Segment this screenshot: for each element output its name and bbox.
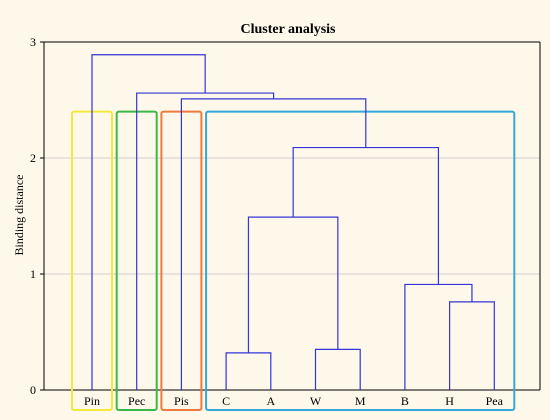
y-axis-label: Binding distance <box>12 175 26 256</box>
y-tick-label: 0 <box>30 383 36 397</box>
leaf-label: H <box>445 394 454 408</box>
leaf-label: Pea <box>486 394 504 408</box>
y-tick-label: 3 <box>30 35 36 49</box>
leaf-label: C <box>222 394 230 408</box>
y-tick-label: 1 <box>30 267 36 281</box>
leaf-label: M <box>355 394 366 408</box>
plot-area <box>44 42 540 390</box>
leaf-label: W <box>310 394 322 408</box>
grid-lines <box>44 42 540 390</box>
leaf-label: Pin <box>84 394 100 408</box>
leaf-label: Pis <box>174 394 189 408</box>
dendrogram-links <box>91 54 495 390</box>
leaf-label: B <box>401 394 409 408</box>
axes: 0 1 2 3 <box>30 35 541 397</box>
leaf-label: A <box>266 394 275 408</box>
y-tick-label: 2 <box>30 151 36 165</box>
leaf-labels: Pin Pec Pis C A W M B H Pea <box>84 394 504 408</box>
dendrogram-link <box>91 54 206 390</box>
leaf-label: Pec <box>128 394 145 408</box>
cluster-group-box <box>205 110 516 411</box>
chart-title: Cluster analysis <box>240 22 336 37</box>
